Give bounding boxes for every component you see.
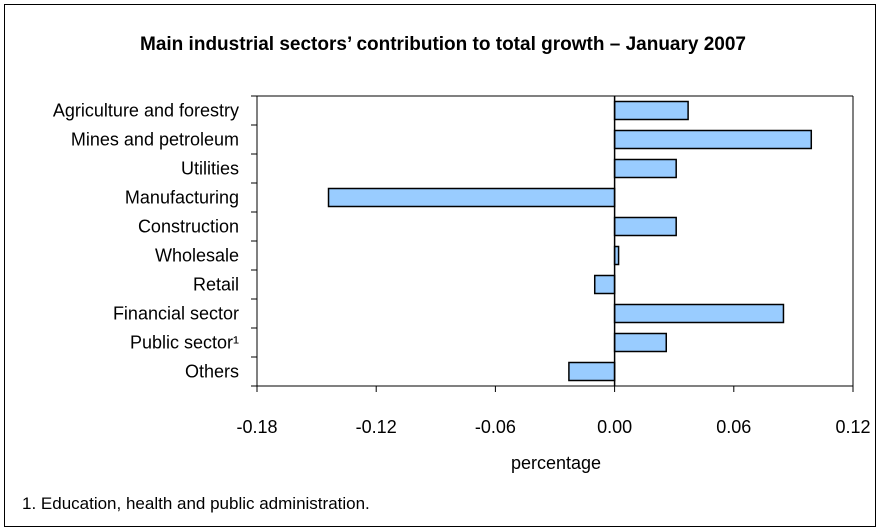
x-tick-label: -0.06 (475, 417, 516, 437)
x-tick-label: -0.12 (356, 417, 397, 437)
bar-9 (568, 361, 616, 382)
bar-2 (613, 158, 677, 179)
bar-4 (613, 216, 677, 237)
footnote: 1. Education, health and public administ… (22, 494, 370, 513)
category-label: Utilities (181, 159, 239, 179)
x-tick-label: -0.18 (236, 417, 277, 437)
category-label: Wholesale (155, 246, 239, 266)
chart-title: Main industrial sectors’ contribution to… (140, 34, 746, 55)
bar-0 (613, 100, 689, 121)
bar-8 (613, 332, 668, 353)
x-axis-label: percentage (511, 453, 601, 473)
category-label: Retail (193, 275, 239, 295)
category-label: Financial sector (113, 304, 239, 324)
category-label: Agriculture and forestry (53, 101, 239, 121)
chart-frame (4, 4, 876, 527)
x-tick-label: 0.12 (835, 417, 870, 437)
bar-1 (613, 129, 813, 150)
category-label: Construction (138, 217, 239, 237)
bar-6 (593, 274, 616, 295)
category-label: Public sector¹ (130, 333, 239, 353)
bar-7 (613, 303, 785, 324)
category-label: Manufacturing (125, 188, 239, 208)
plot-area: Agriculture and forestry Mines and petrol… (53, 95, 871, 437)
x-tick-label: 0.00 (597, 417, 632, 437)
category-label: Others (185, 362, 239, 382)
bar-3 (327, 187, 616, 208)
category-label: Mines and petroleum (71, 130, 239, 150)
x-tick-label: 0.06 (716, 417, 751, 437)
